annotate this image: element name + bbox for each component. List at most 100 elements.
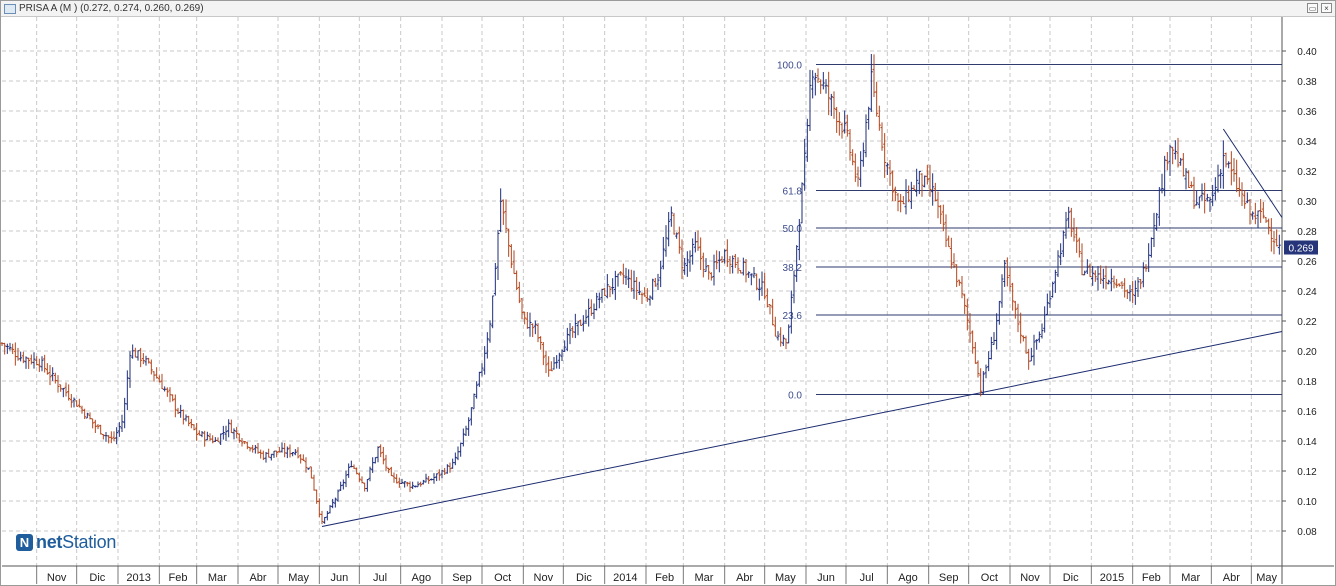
ohlc-bar <box>592 303 596 320</box>
ohlc-bar <box>664 225 668 257</box>
ohlc-bar <box>85 412 89 419</box>
ohlc-bar <box>547 356 551 377</box>
ohlc-bar <box>587 298 591 327</box>
ohlc-bar <box>496 229 500 281</box>
ohlc-bar <box>125 370 129 411</box>
ohlc-bar <box>1259 199 1263 223</box>
fib-level-label: 38.2 <box>783 263 803 274</box>
ohlc-bar <box>995 313 999 350</box>
ohlc-bar <box>992 332 996 345</box>
ohlc-bar <box>891 170 895 202</box>
ohlc-bar <box>920 173 924 197</box>
ohlc-bar <box>141 353 145 365</box>
ohlc-bar <box>771 298 775 326</box>
ohlc-bar <box>661 236 665 270</box>
restore-icon[interactable]: ▭ <box>1307 3 1318 13</box>
ohlc-bar <box>336 489 340 502</box>
ohlc-bar <box>291 452 295 457</box>
ohlc-bar <box>467 417 471 436</box>
ohlc-bar <box>208 433 212 442</box>
ohlc-bar <box>123 397 127 429</box>
x-tick-label: Ago <box>412 572 432 584</box>
ohlc-bar <box>328 505 332 514</box>
ohlc-bar <box>203 430 207 447</box>
close-icon[interactable]: × <box>1321 3 1332 13</box>
ohlc-bar <box>1256 210 1260 229</box>
ohlc-bar <box>803 138 807 191</box>
ohlc-bar <box>1032 334 1036 366</box>
ohlc-bar <box>536 323 540 343</box>
ohlc-bar <box>259 449 263 459</box>
ohlc-bar <box>691 238 695 265</box>
ohlc-bar <box>707 265 711 280</box>
y-tick-label: 0.40 <box>1297 47 1317 58</box>
ohlc-bar <box>269 453 273 461</box>
ohlc-bar <box>739 270 743 274</box>
x-tick-label: Feb <box>1142 572 1161 584</box>
ohlc-bar <box>355 467 359 475</box>
x-tick-label: May <box>288 572 309 584</box>
ohlc-bar <box>845 114 849 137</box>
ohlc-bar <box>221 425 225 440</box>
ohlc-bar <box>288 444 292 458</box>
ohlc-bar <box>29 354 33 365</box>
ohlc-bar <box>667 212 671 247</box>
x-tick-label: 2015 <box>1100 572 1124 584</box>
ohlc-bar <box>32 352 36 369</box>
ohlc-bar <box>197 430 201 436</box>
ohlc-bar <box>816 68 820 84</box>
ohlc-bar <box>40 356 44 372</box>
ohlc-bar <box>469 407 473 426</box>
ohlc-bar <box>757 278 761 301</box>
ohlc-bar <box>672 212 676 235</box>
ohlc-bar <box>1251 211 1255 220</box>
netstation-logo-text: netStation <box>36 532 116 553</box>
axis-labels: 0.40 0.38 0.36 0.34 0.32 0.30 0.28 0.26 0.24 0.22… <box>47 47 1318 584</box>
ohlc-bar <box>347 463 351 478</box>
ohlc-bar <box>533 320 537 335</box>
ohlc-bar <box>485 332 489 359</box>
ohlc-bar <box>163 386 167 392</box>
ohlc-bar <box>200 431 204 438</box>
y-tick-label: 0.08 <box>1297 527 1317 538</box>
ohlc-bar <box>272 450 276 458</box>
ohlc-bar <box>277 446 281 453</box>
ohlc-bar <box>741 257 745 276</box>
ohlc-bar <box>656 273 660 291</box>
axes <box>2 17 1334 584</box>
ohlc-bar <box>387 467 391 474</box>
ohlc-bar <box>693 231 697 253</box>
ohlc-bar <box>899 194 903 213</box>
x-tick-label: Oct <box>494 572 511 584</box>
ohlc-bar <box>435 473 439 482</box>
ohlc-bar <box>472 393 476 410</box>
ohlc-bar <box>541 342 545 366</box>
last-price-label: 0.269 <box>1288 244 1313 255</box>
y-tick-label: 0.38 <box>1297 77 1317 88</box>
ohlc-bar <box>576 321 580 336</box>
ohlc-bar <box>205 431 209 441</box>
ohlc-bar <box>957 279 961 286</box>
x-tick-label: Mar <box>208 572 227 584</box>
ohlc-bar <box>261 450 265 461</box>
ohlc-bar <box>557 352 561 369</box>
ohlc-bar <box>160 373 164 390</box>
ohlc-bar <box>1117 283 1121 287</box>
ohlc-bar <box>187 415 191 427</box>
ohlc-bar <box>1024 335 1028 354</box>
x-tick-label: Jul <box>373 572 387 584</box>
ohlc-bar <box>955 264 959 288</box>
ohlc-bar <box>1205 193 1209 202</box>
y-tick-label: 0.24 <box>1297 287 1317 298</box>
ohlc-bar <box>568 323 572 345</box>
x-tick-label: May <box>775 572 796 584</box>
ohlc-bar <box>643 287 647 297</box>
ohlc-bar <box>376 446 380 463</box>
fib-level-label: 23.6 <box>783 311 803 322</box>
ohlc-bar <box>659 260 663 288</box>
ohlc-bar <box>115 427 119 445</box>
ohlc-bar <box>1125 289 1129 300</box>
ohlc-bar <box>765 288 769 308</box>
ohlc-bar <box>912 185 916 191</box>
